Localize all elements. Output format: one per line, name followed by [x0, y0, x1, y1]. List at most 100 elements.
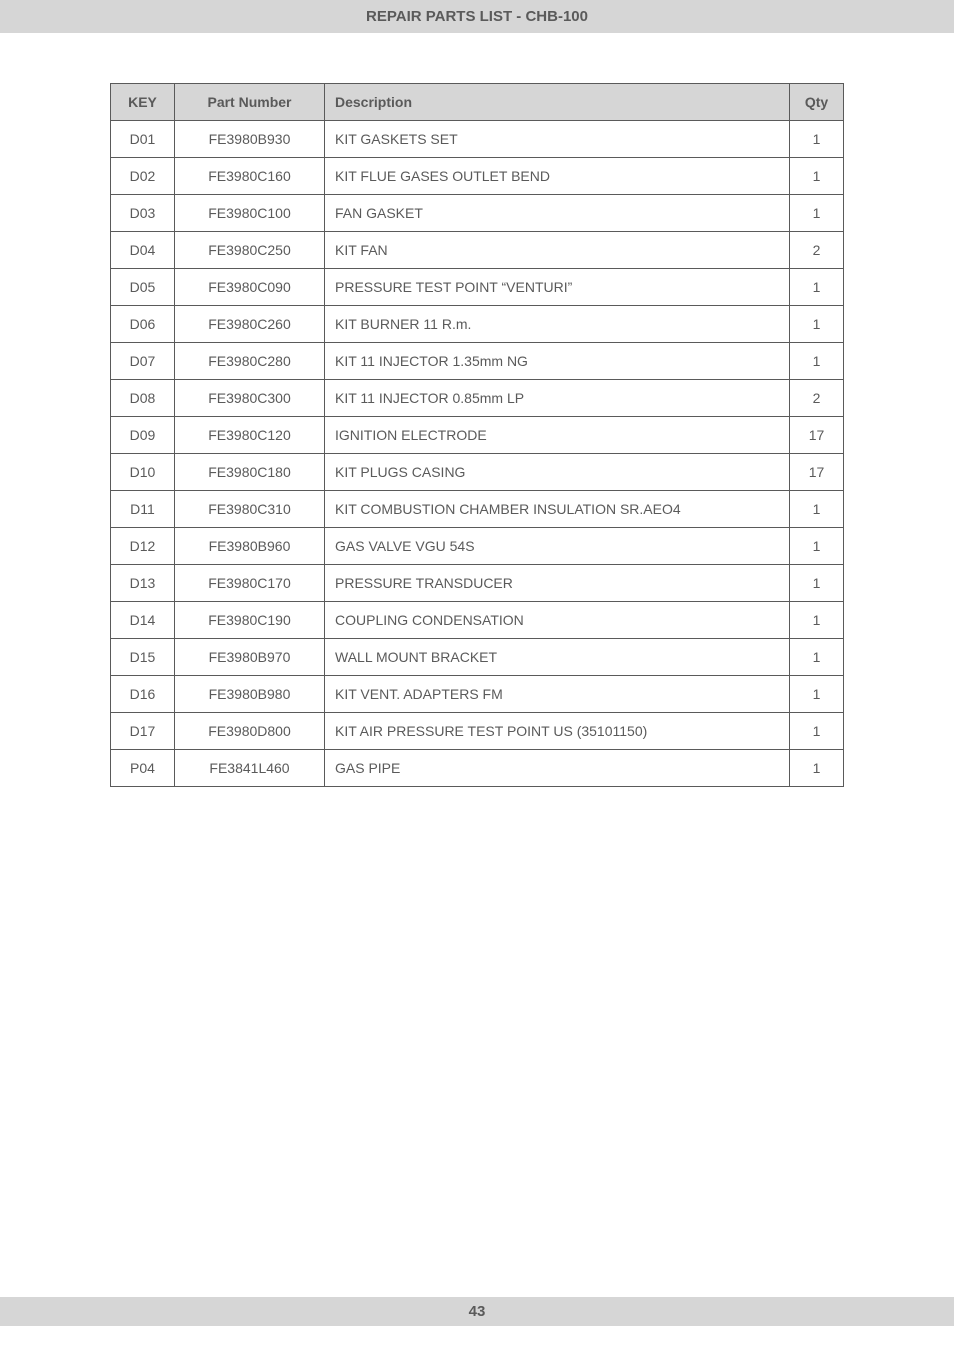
cell-key: D12 [111, 528, 175, 565]
cell-key: D02 [111, 158, 175, 195]
cell-part: FE3980C190 [175, 602, 325, 639]
table-row: D11FE3980C310KIT COMBUSTION CHAMBER INSU… [111, 491, 844, 528]
cell-part: FE3980B970 [175, 639, 325, 676]
cell-desc: GAS VALVE VGU 54S [325, 528, 790, 565]
cell-desc: COUPLING CONDENSATION [325, 602, 790, 639]
cell-desc: KIT GASKETS SET [325, 121, 790, 158]
cell-qty: 1 [790, 195, 844, 232]
cell-qty: 1 [790, 676, 844, 713]
cell-qty: 1 [790, 565, 844, 602]
table-row: D01FE3980B930KIT GASKETS SET1 [111, 121, 844, 158]
cell-part: FE3980C090 [175, 269, 325, 306]
cell-key: D14 [111, 602, 175, 639]
cell-key: D16 [111, 676, 175, 713]
cell-qty: 1 [790, 602, 844, 639]
cell-desc: KIT FLUE GASES OUTLET BEND [325, 158, 790, 195]
page-title-bar: REPAIR PARTS LIST - CHB-100 [0, 0, 954, 33]
cell-key: P04 [111, 750, 175, 787]
table-row: D10FE3980C180KIT PLUGS CASING17 [111, 454, 844, 491]
cell-key: D09 [111, 417, 175, 454]
table-row: D05FE3980C090PRESSURE TEST POINT “VENTUR… [111, 269, 844, 306]
col-header-part: Part Number [175, 84, 325, 121]
table-header-row: KEY Part Number Description Qty [111, 84, 844, 121]
col-header-desc: Description [325, 84, 790, 121]
table-body: D01FE3980B930KIT GASKETS SET1D02FE3980C1… [111, 121, 844, 787]
table-row: D07FE3980C280KIT 11 INJECTOR 1.35mm NG1 [111, 343, 844, 380]
cell-qty: 1 [790, 121, 844, 158]
cell-desc: KIT BURNER 11 R.m. [325, 306, 790, 343]
cell-qty: 1 [790, 750, 844, 787]
cell-desc: FAN GASKET [325, 195, 790, 232]
cell-part: FE3980C310 [175, 491, 325, 528]
cell-desc: PRESSURE TEST POINT “VENTURI” [325, 269, 790, 306]
cell-qty: 1 [790, 158, 844, 195]
cell-desc: KIT VENT. ADAPTERS FM [325, 676, 790, 713]
cell-part: FE3980C260 [175, 306, 325, 343]
cell-qty: 1 [790, 343, 844, 380]
cell-key: D10 [111, 454, 175, 491]
cell-part: FE3980C280 [175, 343, 325, 380]
cell-desc: KIT 11 INJECTOR 0.85mm LP [325, 380, 790, 417]
col-header-key: KEY [111, 84, 175, 121]
col-header-qty: Qty [790, 84, 844, 121]
cell-desc: PRESSURE TRANSDUCER [325, 565, 790, 602]
cell-key: D01 [111, 121, 175, 158]
table-row: D04FE3980C250KIT FAN2 [111, 232, 844, 269]
cell-desc: KIT COMBUSTION CHAMBER INSULATION SR.AEO… [325, 491, 790, 528]
cell-part: FE3841L460 [175, 750, 325, 787]
table-row: D14FE3980C190COUPLING CONDENSATION1 [111, 602, 844, 639]
table-row: P04FE3841L460GAS PIPE1 [111, 750, 844, 787]
cell-part: FE3980C160 [175, 158, 325, 195]
cell-part: FE3980C300 [175, 380, 325, 417]
cell-qty: 2 [790, 232, 844, 269]
cell-part: FE3980B960 [175, 528, 325, 565]
table-row: D17FE3980D800KIT AIR PRESSURE TEST POINT… [111, 713, 844, 750]
table-row: D12FE3980B960GAS VALVE VGU 54S1 [111, 528, 844, 565]
cell-part: FE3980C100 [175, 195, 325, 232]
cell-desc: KIT PLUGS CASING [325, 454, 790, 491]
cell-key: D11 [111, 491, 175, 528]
cell-qty: 1 [790, 639, 844, 676]
content-area: KEY Part Number Description Qty D01FE398… [0, 33, 954, 827]
cell-key: D15 [111, 639, 175, 676]
cell-desc: WALL MOUNT BRACKET [325, 639, 790, 676]
cell-key: D03 [111, 195, 175, 232]
table-row: D06FE3980C260KIT BURNER 11 R.m.1 [111, 306, 844, 343]
cell-desc: KIT 11 INJECTOR 1.35mm NG [325, 343, 790, 380]
cell-desc: GAS PIPE [325, 750, 790, 787]
parts-table: KEY Part Number Description Qty D01FE398… [110, 83, 844, 787]
cell-part: FE3980B980 [175, 676, 325, 713]
page-footer-bar: 43 [0, 1297, 954, 1326]
cell-part: FE3980C180 [175, 454, 325, 491]
cell-qty: 1 [790, 306, 844, 343]
cell-qty: 1 [790, 528, 844, 565]
cell-key: D04 [111, 232, 175, 269]
table-row: D02FE3980C160KIT FLUE GASES OUTLET BEND1 [111, 158, 844, 195]
cell-key: D05 [111, 269, 175, 306]
cell-part: FE3980C250 [175, 232, 325, 269]
table-row: D09FE3980C120IGNITION ELECTRODE17 [111, 417, 844, 454]
cell-desc: IGNITION ELECTRODE [325, 417, 790, 454]
cell-part: FE3980D800 [175, 713, 325, 750]
table-row: D16FE3980B980KIT VENT. ADAPTERS FM1 [111, 676, 844, 713]
cell-key: D17 [111, 713, 175, 750]
cell-qty: 1 [790, 491, 844, 528]
table-row: D03FE3980C100FAN GASKET1 [111, 195, 844, 232]
cell-qty: 17 [790, 417, 844, 454]
cell-key: D07 [111, 343, 175, 380]
table-row: D15FE3980B970WALL MOUNT BRACKET1 [111, 639, 844, 676]
cell-qty: 1 [790, 713, 844, 750]
cell-desc: KIT AIR PRESSURE TEST POINT US (35101150… [325, 713, 790, 750]
cell-key: D13 [111, 565, 175, 602]
cell-part: FE3980C120 [175, 417, 325, 454]
cell-part: FE3980C170 [175, 565, 325, 602]
cell-qty: 17 [790, 454, 844, 491]
cell-desc: KIT FAN [325, 232, 790, 269]
page-title: REPAIR PARTS LIST - CHB-100 [366, 8, 588, 25]
table-row: D13FE3980C170PRESSURE TRANSDUCER1 [111, 565, 844, 602]
cell-key: D06 [111, 306, 175, 343]
cell-key: D08 [111, 380, 175, 417]
table-row: D08FE3980C300KIT 11 INJECTOR 0.85mm LP2 [111, 380, 844, 417]
cell-part: FE3980B930 [175, 121, 325, 158]
cell-qty: 1 [790, 269, 844, 306]
